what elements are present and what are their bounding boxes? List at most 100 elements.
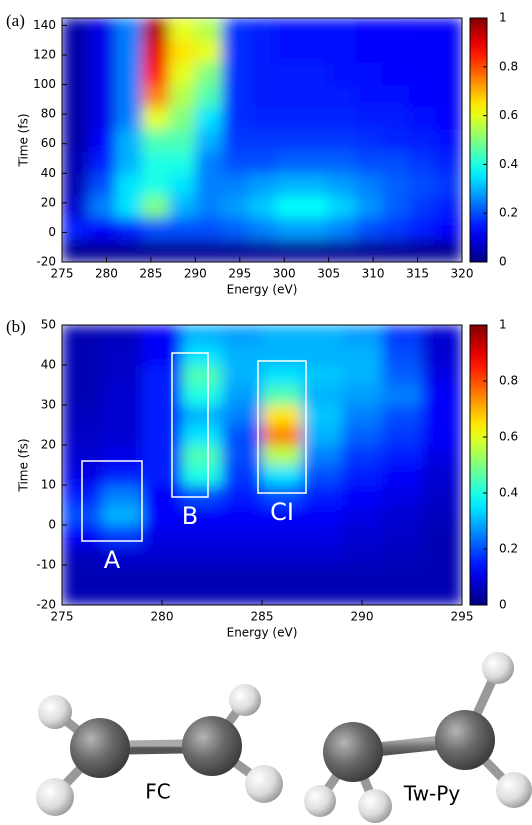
heatmap-cell xyxy=(142,18,170,41)
heatmap-cell xyxy=(222,18,250,41)
heatmap-cell xyxy=(222,62,250,86)
heatmap-cell xyxy=(382,405,423,426)
heatmap-cell xyxy=(88,106,116,130)
molecule-fc xyxy=(36,684,283,816)
heatmap-cell xyxy=(222,465,263,486)
heatmap-cell xyxy=(195,239,223,262)
x-tick-label: 275 xyxy=(51,610,74,624)
heatmap-cell xyxy=(142,345,183,366)
heatmap-cell xyxy=(408,40,436,63)
heatmap-cell xyxy=(435,106,462,130)
heatmap-cell xyxy=(382,505,423,526)
y-tick-label: 100 xyxy=(33,77,56,91)
heatmap-cell xyxy=(222,217,250,241)
heatmap-cell xyxy=(302,445,343,466)
heatmap-cell xyxy=(342,425,383,446)
heatmap-cell xyxy=(88,128,116,152)
heatmap-cell xyxy=(382,18,410,41)
heatmap-cell xyxy=(302,365,343,386)
y-tick-label: -20 xyxy=(36,598,56,612)
heatmap-cell xyxy=(275,128,303,152)
heatmap-cell xyxy=(182,325,223,346)
heatmap xyxy=(62,18,462,262)
x-tick-label: 305 xyxy=(317,267,340,281)
heatmap-cell xyxy=(435,151,462,174)
heatmap-cell xyxy=(168,151,196,174)
heatmap-cell xyxy=(62,151,90,174)
heatmap-cell xyxy=(302,345,343,366)
annotation-box xyxy=(171,352,209,498)
heatmap-cell xyxy=(62,545,103,566)
heatmap-cell xyxy=(382,151,410,174)
heatmap-cell xyxy=(435,18,462,41)
heatmap-cell xyxy=(422,545,462,566)
heatmap-cell xyxy=(195,173,223,196)
panel-label: (a) xyxy=(6,11,25,30)
heatmap-cell xyxy=(248,151,276,174)
structure-label: FC xyxy=(145,780,170,804)
heatmap-cell xyxy=(302,40,330,63)
heatmap-cell xyxy=(222,128,250,152)
heatmap-cell xyxy=(142,585,183,605)
heatmap-cell xyxy=(222,84,250,108)
heatmap-cell xyxy=(262,405,303,426)
y-tick-label: 20 xyxy=(41,438,56,452)
heatmap-cell xyxy=(248,18,276,41)
heatmap-cell xyxy=(262,425,303,446)
heatmap xyxy=(62,325,462,605)
heatmap-cell xyxy=(222,151,250,174)
x-tick-label: 280 xyxy=(151,610,174,624)
y-tick-label: 50 xyxy=(41,318,56,332)
y-tick-label: 0 xyxy=(48,225,56,239)
heatmap-cell xyxy=(382,525,423,546)
heatmap-cell xyxy=(408,84,436,108)
heatmap-cell xyxy=(88,239,116,262)
heatmap-cell xyxy=(408,106,436,130)
heatmap-cell xyxy=(328,84,356,108)
heatmap-cell xyxy=(142,40,170,63)
heatmap-cell xyxy=(422,445,462,466)
x-tick-label: 290 xyxy=(184,267,207,281)
heatmap-cell xyxy=(222,195,250,219)
x-tick-label: 280 xyxy=(95,267,118,281)
heatmap-cell xyxy=(88,18,116,41)
heatmap-cell xyxy=(422,565,462,586)
heatmap-cell xyxy=(102,485,143,506)
heatmap-cell xyxy=(328,40,356,63)
heatmap-cell xyxy=(382,585,423,605)
y-tick-label: -10 xyxy=(36,558,56,572)
heatmap-cell xyxy=(115,40,143,63)
annotation-label: A xyxy=(104,546,121,574)
y-tick-label: 80 xyxy=(41,107,56,121)
heatmap-cell xyxy=(355,173,383,196)
heatmap-cell xyxy=(248,173,276,196)
heatmap-cell xyxy=(382,425,423,446)
heatmap-cell xyxy=(342,565,383,586)
heatmap-cell xyxy=(408,62,436,86)
heatmap-cell xyxy=(275,18,303,41)
heatmap-cell xyxy=(328,239,356,262)
heatmap-cell xyxy=(222,405,263,426)
heatmap-cell xyxy=(342,385,383,406)
heatmap-cell xyxy=(195,128,223,152)
heatmap-cell xyxy=(142,239,170,262)
colorbar xyxy=(469,17,488,263)
heatmap-cell xyxy=(142,445,183,466)
heatmap-cell xyxy=(168,217,196,241)
heatmap-cell xyxy=(408,195,436,219)
heatmap-cell xyxy=(102,425,143,446)
heatmap-cell xyxy=(222,325,263,346)
heatmap-cell xyxy=(422,365,462,386)
y-axis-label: Time (fs) xyxy=(17,438,31,492)
heatmap-cell xyxy=(142,365,183,386)
x-tick-label: 320 xyxy=(451,267,474,281)
heatmap-cell xyxy=(142,505,183,526)
heatmap-cell xyxy=(382,485,423,506)
heatmap-cell xyxy=(168,84,196,108)
heatmap-cell xyxy=(328,173,356,196)
y-tick-label: 20 xyxy=(41,195,56,209)
heatmap-cell xyxy=(382,385,423,406)
heatmap-cell xyxy=(195,62,223,86)
heatmap-cell xyxy=(195,40,223,63)
